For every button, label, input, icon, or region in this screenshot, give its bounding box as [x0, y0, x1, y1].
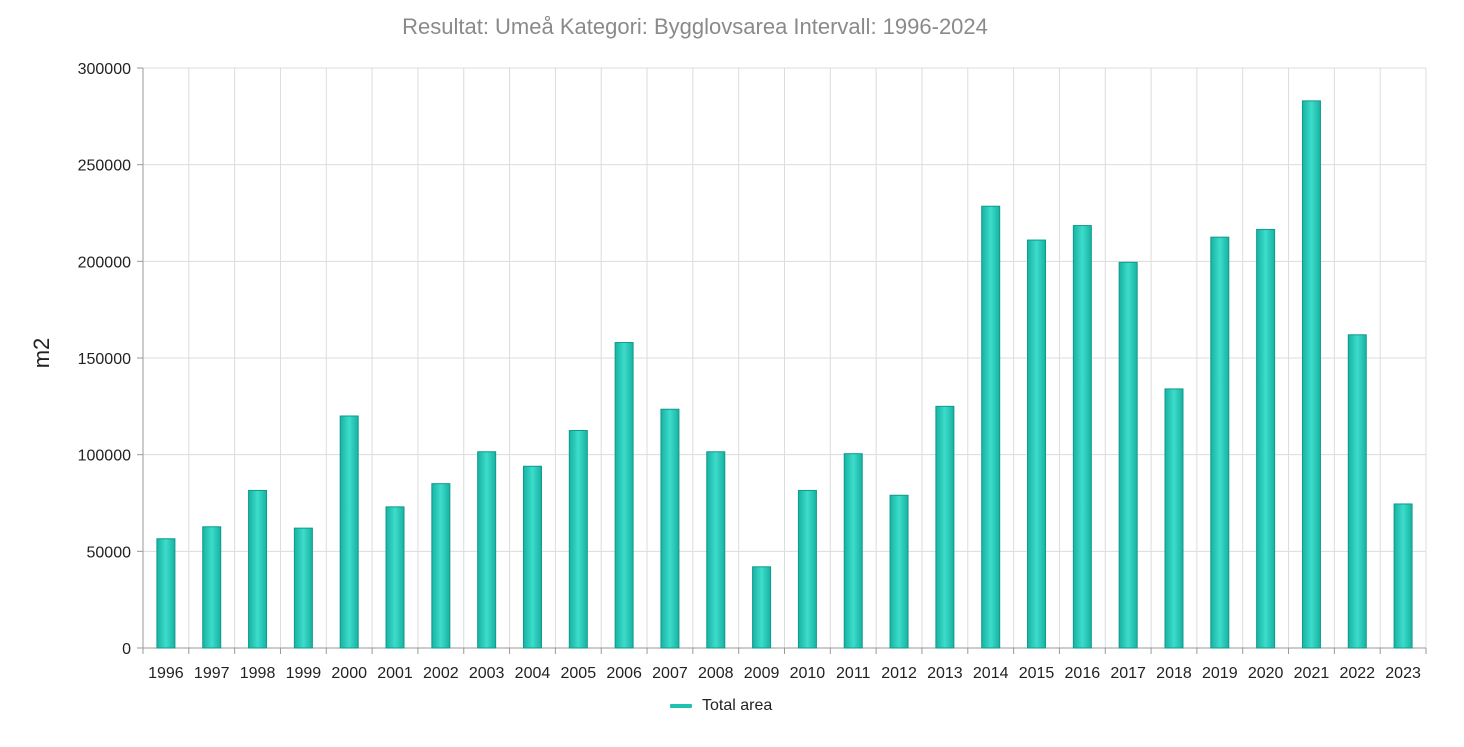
x-tick-label: 2015: [1019, 665, 1055, 682]
axes: [137, 67, 1427, 654]
bar-1996[interactable]: [156, 538, 176, 649]
bar-2022[interactable]: [1347, 334, 1367, 649]
bar-2002[interactable]: [431, 483, 451, 649]
x-tick-label: 2014: [973, 665, 1009, 682]
bar-2004[interactable]: [522, 465, 542, 649]
legend-swatch: [670, 704, 692, 708]
grid-lines: [142, 67, 1427, 649]
bars: [156, 100, 1413, 649]
x-tick-label: 2003: [469, 665, 505, 682]
y-tick-label: 200000: [78, 254, 131, 271]
x-tick-label: 2010: [790, 665, 826, 682]
bar-2000[interactable]: [339, 415, 359, 649]
bar-2005[interactable]: [568, 430, 588, 649]
bar-2010[interactable]: [797, 489, 817, 649]
x-tick-label: 2007: [652, 665, 688, 682]
bar-1999[interactable]: [293, 527, 313, 649]
bar-1997[interactable]: [202, 526, 222, 649]
x-tick-label: 2020: [1248, 665, 1284, 682]
bar-2011[interactable]: [843, 453, 863, 649]
x-tick-label: 2019: [1202, 665, 1238, 682]
x-tick-label: 2011: [836, 665, 871, 682]
y-tick-label: 250000: [78, 158, 131, 175]
bar-2001[interactable]: [385, 506, 405, 649]
bar-2009[interactable]: [752, 566, 772, 649]
y-tick-label: 100000: [78, 448, 131, 465]
chart-title: Resultat: Umeå Kategori: Bygglovsarea In…: [402, 14, 988, 39]
bar-2012[interactable]: [889, 494, 909, 649]
bar-2017[interactable]: [1118, 261, 1138, 649]
y-tick-label: 150000: [78, 351, 131, 368]
bar-2016[interactable]: [1072, 225, 1092, 649]
x-tick-label: 2018: [1156, 665, 1192, 682]
bar-2018[interactable]: [1164, 388, 1184, 649]
x-tick-label: 2021: [1294, 665, 1330, 682]
bar-2020[interactable]: [1256, 228, 1276, 649]
tick-labels: 0 50000 100000 150000 200000 250000 300000 1996…: [78, 61, 1421, 682]
x-tick-label: 2006: [606, 665, 642, 682]
y-tick-label: 300000: [78, 61, 131, 78]
x-tick-label: 2001: [377, 665, 413, 682]
x-tick-label: 2008: [698, 665, 734, 682]
x-tick-label: 2022: [1339, 665, 1375, 682]
bar-2014[interactable]: [981, 205, 1001, 649]
bar-2008[interactable]: [706, 451, 726, 649]
bar-2003[interactable]: [477, 451, 497, 649]
legend[interactable]: Total area: [670, 697, 772, 715]
x-tick-label: 2017: [1110, 665, 1146, 682]
x-tick-label: 2005: [561, 665, 597, 682]
bar-2006[interactable]: [614, 342, 634, 649]
x-tick-label: 2000: [331, 665, 367, 682]
x-tick-label: 2013: [927, 665, 963, 682]
x-tick-label: 1997: [194, 665, 230, 682]
bar-2007[interactable]: [660, 408, 680, 649]
x-tick-label: 2023: [1385, 665, 1421, 682]
x-tick-label: 2002: [423, 665, 459, 682]
x-tick-label: 2012: [881, 665, 917, 682]
x-tick-label: 1998: [240, 665, 276, 682]
bar-2013[interactable]: [935, 405, 955, 649]
bar-2021[interactable]: [1301, 100, 1321, 649]
y-tick-label: 50000: [87, 544, 132, 561]
bar-2019[interactable]: [1210, 236, 1230, 649]
bar-2023[interactable]: [1393, 503, 1413, 649]
x-tick-label: 1996: [148, 665, 184, 682]
bar-1998[interactable]: [248, 489, 268, 649]
x-tick-label: 2009: [744, 665, 780, 682]
legend-label: Total area: [702, 697, 773, 714]
x-tick-label: 2016: [1065, 665, 1101, 682]
bar-2015[interactable]: [1027, 239, 1047, 649]
y-tick-label: 0: [122, 641, 131, 658]
x-tick-label: 2004: [515, 665, 551, 682]
x-tick-label: 1999: [286, 665, 322, 682]
